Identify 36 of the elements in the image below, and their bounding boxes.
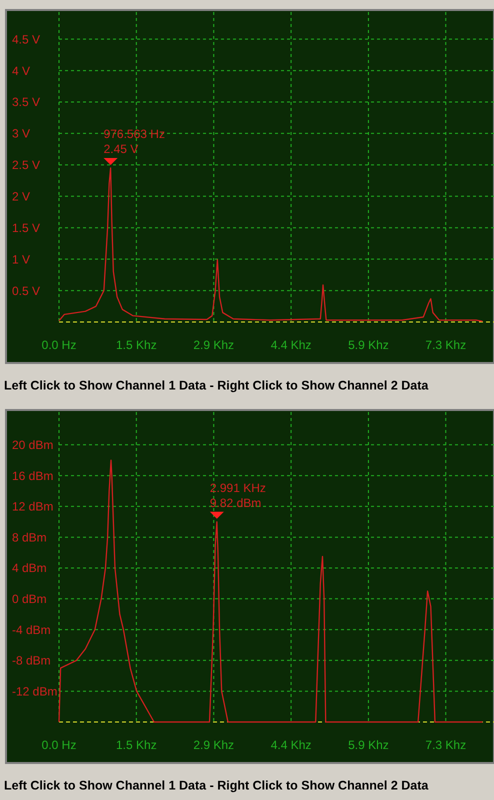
y-tick-label: 4 dBm: [12, 561, 47, 576]
y-tick-label: 1.5 V: [12, 220, 40, 235]
line-series: [58, 167, 484, 322]
x-tick-label: 5.9 Khz: [348, 738, 389, 752]
x-tick-label: 4.4 Khz: [270, 338, 312, 352]
y-tick-label: 2.5 V: [12, 158, 40, 172]
y-tick-label: 4 V: [12, 64, 30, 78]
y-tick-label: 3 V: [12, 126, 30, 141]
x-tick-label: 4.4 Khz: [270, 738, 312, 752]
text: Left Click to Show Channel 1 Data - Right Click to Show Channel 2 Data: [4, 778, 430, 792]
y-tick-label: 2 V: [12, 189, 30, 204]
x-tick-label: 0.0 Hz: [42, 338, 76, 352]
x-tick-label: 2.9 Khz: [193, 338, 234, 352]
x-tick-label: 2.9 Khz: [193, 738, 234, 752]
x-tick-label: 7.3 Khz: [425, 338, 466, 352]
annotation: 2.991 KHz 9.82 dBm: [210, 480, 266, 510]
y-tick-label: 3.5 V: [12, 95, 40, 110]
annotation: 976.563 Hz 2.45 V: [104, 127, 165, 156]
x-tick-label: 0.0 Hz: [42, 738, 76, 752]
y-tick-label: 0 dBm: [12, 592, 47, 606]
x-tick-label: 5.9 Khz: [348, 338, 389, 352]
y-tick-label: 1 V: [12, 252, 30, 266]
y-tick-label: 0.5 V: [12, 284, 40, 298]
line-series: [58, 460, 484, 723]
y-tick-label: 8 dBm: [12, 530, 47, 544]
x-tick-label: 1.5 Khz: [116, 338, 157, 352]
y-tick-label: -8 dBm: [12, 654, 51, 668]
y-tick-label: 20 dBm: [12, 438, 54, 452]
y-tick-label: 12 dBm: [12, 500, 54, 514]
y-tick-label: 16 dBm: [12, 468, 54, 483]
x-tick-label: 7.3 Khz: [425, 738, 466, 752]
y-tick-label: -4 dBm: [12, 622, 51, 637]
y-tick-label: 4.5 V: [12, 32, 40, 46]
y-tick-label: -12 dBm: [12, 684, 58, 698]
x-tick-label: 1.5 Khz: [116, 738, 157, 752]
text: Left Click to Show Channel 1 Data - Right Click to Show Channel 2 Data: [4, 378, 430, 392]
